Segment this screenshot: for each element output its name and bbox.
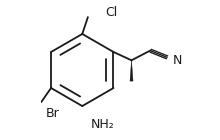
Text: NH₂: NH₂ — [90, 118, 114, 131]
Text: N: N — [173, 54, 182, 67]
Polygon shape — [130, 60, 133, 81]
Text: Cl: Cl — [105, 6, 117, 19]
Text: Br: Br — [46, 107, 59, 120]
